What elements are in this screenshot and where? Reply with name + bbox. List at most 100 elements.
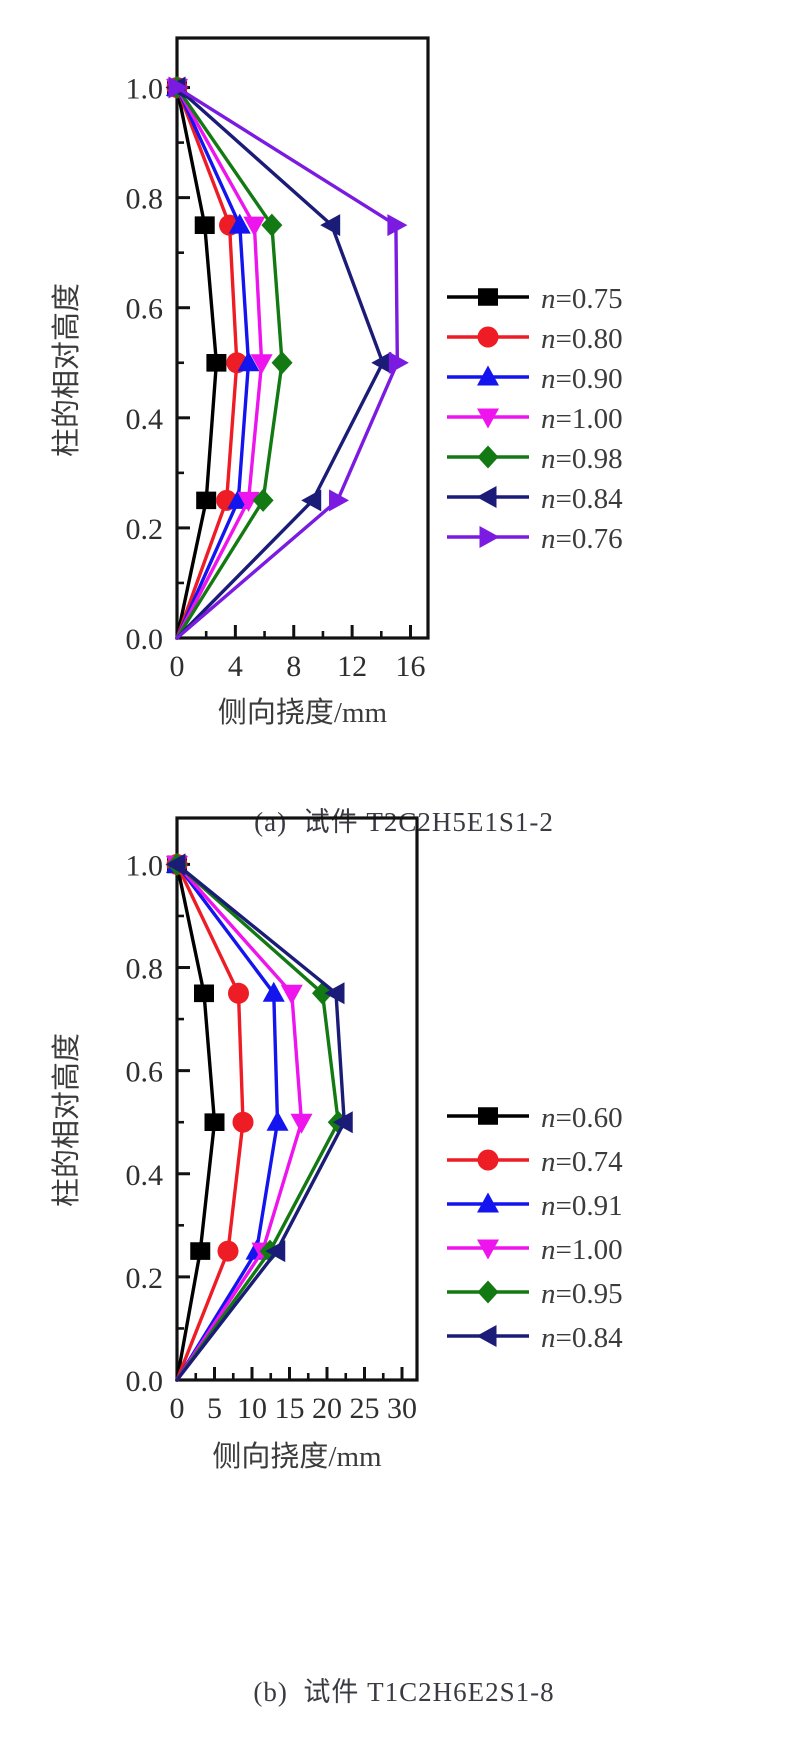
legend-symbol: n (541, 1146, 556, 1178)
legend-label: n=0.75 (541, 283, 623, 315)
series-marker (280, 984, 303, 1005)
series-marker (204, 1113, 225, 1132)
legend-value: =0.84 (556, 1322, 624, 1354)
legend-marker (477, 326, 499, 348)
legend-label: n=0.98 (541, 443, 623, 475)
x-tick-label: 5 (207, 1392, 222, 1425)
series-marker (165, 853, 186, 876)
series-marker (237, 351, 260, 372)
y-tick-label: 1.0 (126, 849, 164, 882)
legend-label: n=0.76 (541, 523, 623, 555)
series-marker (332, 1111, 353, 1134)
series-marker (324, 982, 345, 1005)
series-marker (228, 982, 249, 1004)
series-marker (190, 1242, 211, 1260)
legend-marker (477, 1192, 499, 1213)
figure-panel-a: 0 4 8 12 16 0.0 0.2 0.4 0.6 0.8 1.0 侧向挠度/mm 柱的相对高度 n=… (0, 0, 808, 870)
chart-b-svg: 0 5 10 15 20 25 30 0.0 0.2 0.4 0.6 0.8 1.0 侧向挠度/mm 柱的相… (50, 816, 623, 1473)
series-marker (252, 488, 274, 512)
legend-value: =0.84 (556, 483, 624, 515)
chart-frame (175, 816, 419, 1382)
y-tick-label: 0.2 (126, 513, 164, 546)
x-tick-label: 30 (387, 1392, 417, 1425)
caption-b: (b) 试件 T1C2H6E2S1-8 (253, 1677, 555, 1707)
legend-value: =0.80 (556, 323, 623, 355)
series-marker (232, 1111, 254, 1133)
y-tick-label: 0.6 (126, 1056, 164, 1089)
legend-value: =1.00 (556, 403, 623, 435)
legend-label: n=0.60 (541, 1102, 623, 1134)
legend-marker (478, 288, 498, 306)
x-tick-label: 0 (170, 650, 185, 683)
legend-label: n=0.90 (541, 363, 623, 395)
y-tick-label: 0.4 (126, 403, 164, 436)
legend-label: n=0.74 (541, 1146, 623, 1178)
legend-symbol: n (541, 1102, 556, 1134)
series-marker (261, 213, 283, 237)
series-marker (290, 1113, 313, 1134)
legend-label: n=0.84 (541, 1322, 623, 1354)
chart-frame (175, 36, 430, 640)
x-tick-label: 15 (275, 1392, 305, 1425)
legend-marker (477, 445, 499, 469)
y-tick-label: 1.0 (126, 73, 164, 106)
series-line (175, 862, 340, 1382)
y-tick-label: 0.0 (126, 1365, 164, 1398)
x-tick-label: 12 (337, 650, 367, 683)
legend-value: =0.95 (556, 1278, 623, 1310)
series-marker (168, 76, 189, 99)
legend-label: n=1.00 (541, 403, 623, 435)
legend-label: n=0.95 (541, 1278, 623, 1310)
legend-symbol: n (541, 323, 556, 355)
legend-symbol: n (541, 483, 556, 515)
series-marker (250, 354, 273, 375)
legend-value: =0.76 (556, 523, 623, 555)
legend-value: =0.74 (556, 1146, 624, 1178)
x-axis-title: 侧向挠度/mm (218, 696, 388, 729)
y-axis-title: 柱的相对高度 (50, 1033, 83, 1207)
y-tick-label: 0.6 (126, 293, 164, 326)
series-marker (271, 351, 293, 375)
series-marker (227, 488, 250, 509)
legend-marker (477, 1280, 499, 1304)
legend-value: =0.90 (556, 363, 623, 395)
y-tick-label: 0.0 (126, 623, 164, 656)
y-tick-label: 0.4 (126, 1159, 164, 1192)
legend-marker (479, 526, 500, 548)
series-marker (320, 214, 341, 237)
legend-label: n=1.00 (541, 1234, 623, 1266)
legend-symbol: n (541, 403, 556, 435)
x-tick-label: 8 (286, 650, 301, 683)
figure-panel-b: 0 5 10 15 20 25 30 0.0 0.2 0.4 0.6 0.8 1.0 侧向挠度/mm 柱的相… (0, 790, 808, 1753)
series-marker (265, 1240, 286, 1263)
series-marker (371, 351, 392, 374)
y-tick-label: 0.2 (126, 1262, 164, 1295)
chart-legend: n=0.75n=0.80n=0.90n=1.00n=0.98n=0.84n=0.… (447, 283, 623, 555)
series-marker (388, 351, 409, 374)
x-tick-label: 25 (350, 1392, 380, 1425)
series-marker (243, 216, 266, 237)
series-marker (217, 1240, 239, 1262)
x-tick-label: 0 (170, 1392, 185, 1425)
legend-symbol: n (541, 363, 556, 395)
series-marker (387, 214, 408, 237)
y-axis-title: 柱的相对高度 (50, 283, 83, 457)
x-tick-label: 10 (237, 1392, 267, 1425)
y-tick-label: 0.8 (126, 183, 164, 216)
legend-marker (476, 1325, 497, 1347)
x-tick-label: 20 (312, 1392, 342, 1425)
series-marker (206, 353, 227, 372)
series-marker (194, 216, 215, 234)
series-marker (312, 981, 333, 1005)
series-marker (196, 491, 217, 510)
legend-symbol: n (541, 523, 556, 555)
legend-symbol: n (541, 1278, 556, 1310)
series-marker (237, 491, 260, 512)
chart-legend: n=0.60n=0.74n=0.91n=1.00n=0.95n=0.84 (447, 1102, 623, 1354)
legend-marker (476, 486, 497, 508)
legend-symbol: n (541, 1322, 556, 1354)
series-marker (228, 213, 251, 234)
legend-value: =0.60 (556, 1102, 623, 1134)
legend-label: n=0.84 (541, 483, 623, 515)
x-tick-label: 4 (228, 650, 243, 683)
